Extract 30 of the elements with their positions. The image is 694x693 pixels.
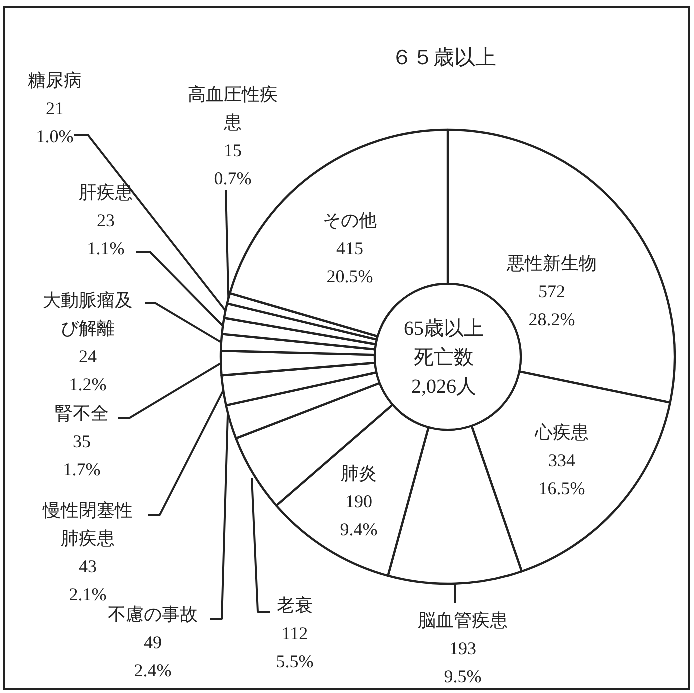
slice-label: 心疾患 <box>534 422 589 442</box>
slice-label: 高血圧性疾患 <box>188 84 278 132</box>
data-label: 572 28.2% <box>528 281 576 330</box>
data-label: 21 1.0% <box>36 98 74 146</box>
slice-label: 悪性新生物 <box>506 253 597 274</box>
data-label: 193 9.5% <box>444 638 482 686</box>
slice-label: 老衰 <box>277 595 313 616</box>
slice-label: 肝疾患 <box>79 182 133 202</box>
data-label: 24 1.2% <box>69 346 107 394</box>
text: 2,026人 <box>412 376 476 398</box>
slice-label: 糖尿病 <box>28 70 82 90</box>
slice-label: 脳血管疾患 <box>418 610 508 630</box>
data-label: 415 20.5% <box>326 238 374 286</box>
data-label: 43 2.1% <box>69 556 107 604</box>
slice-label: 不慮の事故 <box>108 604 198 624</box>
data-label: 190 9.4% <box>340 491 378 540</box>
chart-title: ６５歳以上 <box>392 45 496 70</box>
data-label: 49 2.4% <box>134 632 172 680</box>
slice-label: 大動脈瘤及び解離 <box>43 290 133 338</box>
data-label: 15 0.7% <box>214 140 252 188</box>
slice-label: その他 <box>323 210 377 230</box>
slice-label: 慢性閉塞性肺疾患 <box>42 500 133 548</box>
text: 65歳以上 <box>404 318 484 340</box>
data-label: 112 5.5% <box>276 623 314 672</box>
text: 死亡数 <box>414 347 474 369</box>
slice-label: 肺炎 <box>341 463 377 484</box>
data-label: 35 1.7% <box>63 431 101 480</box>
data-label: 334 16.5% <box>538 450 586 498</box>
slice-label: 腎不全 <box>55 403 109 424</box>
data-label: 23 1.1% <box>87 210 125 258</box>
